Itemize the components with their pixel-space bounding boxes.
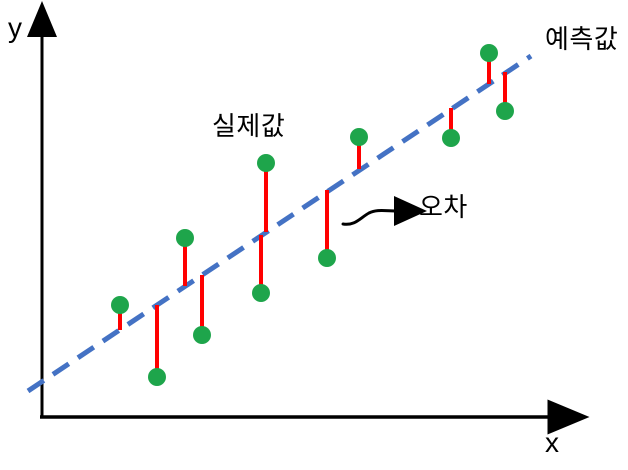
predicted-value-label: 예측값 <box>545 24 619 54</box>
data-point <box>252 284 270 302</box>
data-point <box>111 296 129 314</box>
data-point <box>480 44 498 62</box>
x-axis-label: x <box>545 427 559 458</box>
data-point <box>442 129 460 147</box>
data-point <box>350 128 368 146</box>
data-point <box>496 102 514 120</box>
actual-value-label: 실제값 <box>212 111 286 141</box>
data-points-group <box>111 44 514 386</box>
data-point <box>318 249 336 267</box>
error-pointer-arrow <box>341 195 427 226</box>
data-point <box>257 154 275 172</box>
data-point <box>148 368 166 386</box>
regression-line <box>26 53 533 394</box>
error-label: 오차 <box>419 192 468 222</box>
data-point <box>193 326 211 344</box>
y-axis-label: y <box>8 12 22 43</box>
data-point <box>176 229 194 247</box>
